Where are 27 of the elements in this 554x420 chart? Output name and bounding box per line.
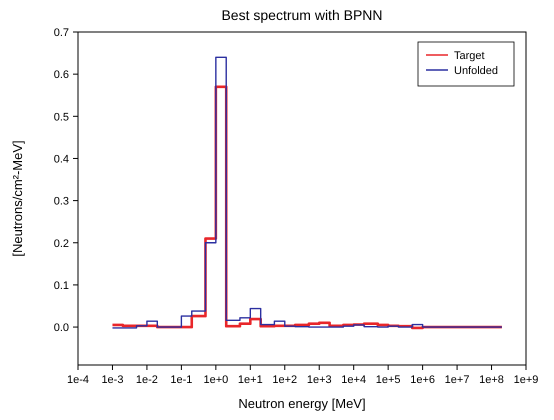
x-tick-label: 1e+3	[306, 374, 332, 386]
x-tick-label: 1e-3	[101, 374, 124, 386]
x-tick-label: 1e+2	[272, 374, 298, 386]
x-tick-label: 1e+0	[203, 374, 228, 386]
y-tick-label: 0.3	[54, 196, 69, 208]
chart-title: Best spectrum with BPNN	[221, 7, 383, 23]
legend-label: Target	[454, 50, 485, 62]
x-tick-label: 1e+5	[376, 374, 401, 386]
y-tick-label: 0.0	[54, 322, 69, 334]
x-tick-label: 1e+1	[238, 374, 263, 386]
y-tick-label: 0.6	[54, 69, 69, 82]
x-tick-label: 1e-1	[170, 374, 192, 386]
y-tick-label: 0.2	[54, 238, 69, 250]
y-tick-label: 0.1	[54, 280, 69, 292]
x-axis-title: Neutron energy [MeV]	[238, 396, 366, 411]
x-tick-label: 1e+9	[514, 374, 538, 386]
x-tick-label: 1e-2	[136, 374, 158, 386]
x-tick-label: 1e+6	[410, 374, 436, 386]
legend-label: Unfolded	[454, 65, 498, 77]
x-tick-label: 1e+8	[479, 374, 504, 386]
x-tick-label: 1e+7	[444, 374, 470, 386]
x-tick-label: 1e-4	[66, 374, 90, 386]
y-tick-label: 0.7	[54, 27, 69, 39]
y-tick-label: 0.4	[54, 153, 69, 166]
x-tick-label: 1e+4	[341, 374, 366, 386]
y-axis-title: [Neutrons/cm²-MeV]	[10, 140, 25, 257]
y-tick-label: 0.5	[54, 111, 69, 124]
